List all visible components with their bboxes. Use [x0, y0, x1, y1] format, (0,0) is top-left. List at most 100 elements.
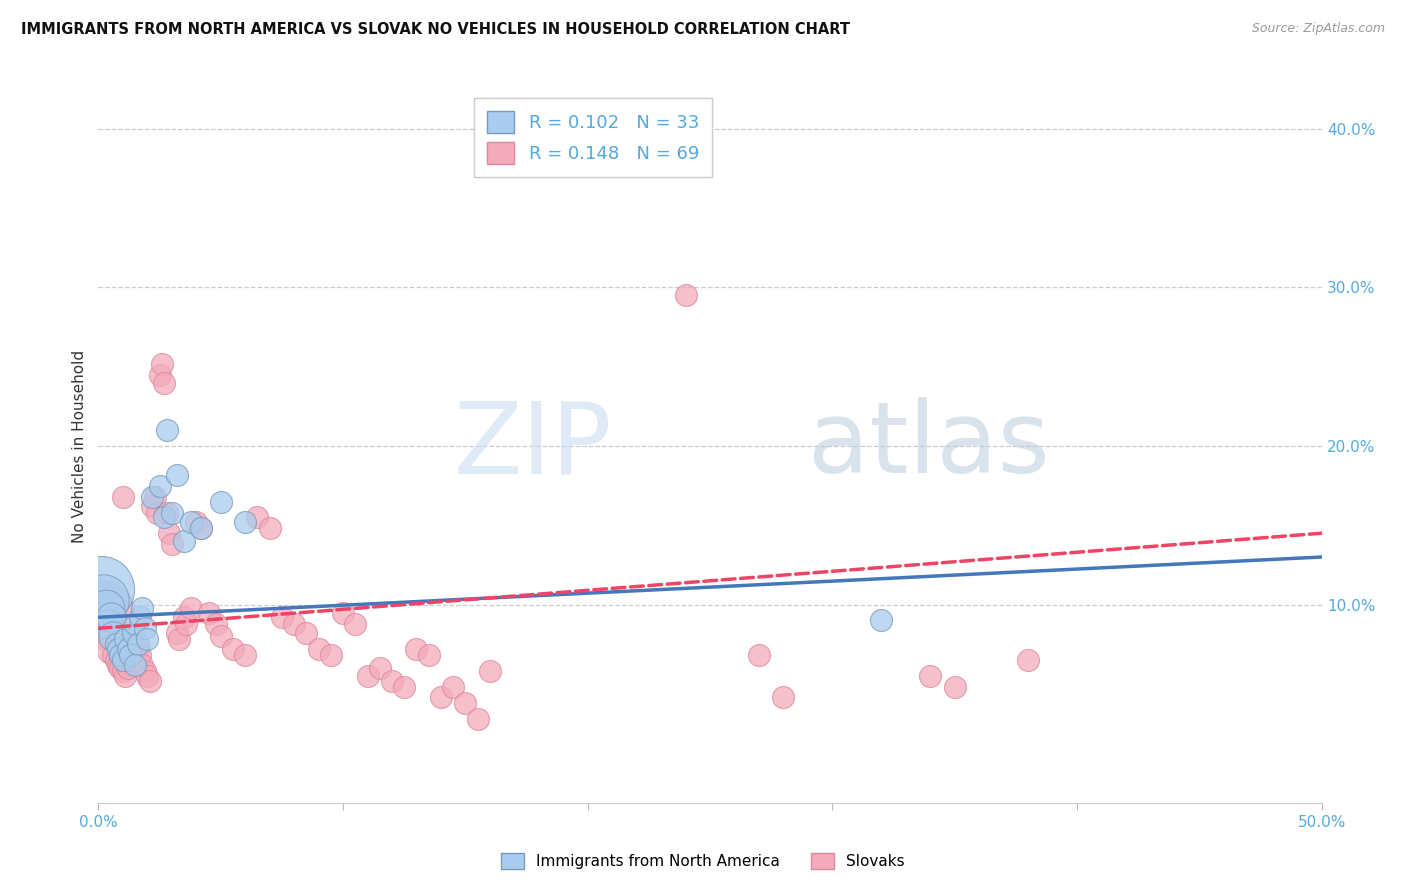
Point	[91, 614, 114, 628]
Point	[222, 642, 245, 657]
Point	[121, 626, 143, 640]
Text: atlas: atlas	[808, 398, 1049, 494]
Point	[134, 621, 156, 635]
Point	[100, 642, 122, 657]
Point	[173, 610, 195, 624]
Point	[332, 606, 354, 620]
Point	[110, 661, 132, 675]
Point	[156, 423, 179, 437]
Point	[124, 637, 146, 651]
Point	[308, 642, 330, 657]
Point	[197, 606, 219, 620]
Point	[1017, 653, 1039, 667]
Point	[160, 537, 183, 551]
Point	[295, 626, 318, 640]
Point	[90, 582, 112, 596]
Text: IMMIGRANTS FROM NORTH AMERICA VS SLOVAK NO VEHICLES IN HOUSEHOLD CORRELATION CHA: IMMIGRANTS FROM NORTH AMERICA VS SLOVAK …	[21, 22, 851, 37]
Point	[149, 368, 172, 382]
Point	[141, 500, 163, 514]
Point	[675, 288, 697, 302]
Point	[94, 621, 117, 635]
Point	[136, 632, 159, 647]
Point	[90, 606, 112, 620]
Point	[209, 494, 232, 508]
Point	[441, 680, 464, 694]
Point	[131, 600, 153, 615]
Point	[167, 632, 190, 647]
Point	[392, 680, 416, 694]
Point	[94, 600, 117, 615]
Point	[368, 661, 391, 675]
Text: Source: ZipAtlas.com: Source: ZipAtlas.com	[1251, 22, 1385, 36]
Point	[124, 657, 146, 672]
Point	[943, 680, 966, 694]
Point	[772, 690, 794, 704]
Point	[97, 629, 120, 643]
Point	[104, 653, 127, 667]
Point	[127, 637, 149, 651]
Point	[117, 642, 139, 657]
Point	[405, 642, 427, 657]
Point	[104, 637, 127, 651]
Point	[111, 653, 134, 667]
Point	[114, 669, 136, 683]
Point	[97, 616, 120, 631]
Point	[91, 592, 114, 607]
Point	[111, 664, 134, 678]
Point	[101, 629, 124, 643]
Point	[920, 669, 942, 683]
Point	[246, 510, 269, 524]
Legend: R = 0.102   N = 33, R = 0.148   N = 69: R = 0.102 N = 33, R = 0.148 N = 69	[474, 98, 711, 177]
Point	[120, 653, 142, 667]
Point	[180, 600, 202, 615]
Point	[205, 616, 228, 631]
Legend: Immigrants from North America, Slovaks: Immigrants from North America, Slovaks	[495, 847, 911, 875]
Point	[127, 642, 149, 657]
Point	[430, 690, 453, 704]
Point	[117, 661, 139, 675]
Point	[478, 664, 501, 678]
Point	[141, 490, 163, 504]
Point	[129, 610, 152, 624]
Point	[157, 526, 180, 541]
Point	[233, 648, 256, 663]
Point	[344, 616, 367, 631]
Point	[381, 673, 404, 688]
Point	[153, 376, 176, 390]
Point	[166, 626, 188, 640]
Point	[467, 712, 489, 726]
Point	[131, 657, 153, 672]
Point	[356, 669, 378, 683]
Point	[143, 490, 166, 504]
Point	[100, 610, 122, 624]
Point	[134, 664, 156, 678]
Point	[111, 490, 134, 504]
Point	[259, 521, 281, 535]
Point	[129, 648, 152, 663]
Point	[283, 616, 305, 631]
Point	[180, 515, 202, 529]
Point	[110, 648, 132, 663]
Text: ZIP: ZIP	[454, 398, 612, 494]
Point	[319, 648, 342, 663]
Point	[156, 506, 179, 520]
Point	[418, 648, 440, 663]
Point	[150, 357, 173, 371]
Point	[149, 478, 172, 492]
Point	[233, 515, 256, 529]
Point	[270, 610, 294, 624]
Point	[190, 521, 212, 535]
Point	[870, 614, 893, 628]
Point	[748, 648, 770, 663]
Point	[107, 657, 129, 672]
Point	[146, 506, 169, 520]
Point	[124, 616, 146, 631]
Point	[120, 648, 142, 663]
Point	[160, 506, 183, 520]
Point	[139, 673, 162, 688]
Point	[136, 669, 159, 683]
Point	[114, 632, 136, 647]
Point	[121, 645, 143, 659]
Point	[101, 648, 124, 663]
Point	[166, 467, 188, 482]
